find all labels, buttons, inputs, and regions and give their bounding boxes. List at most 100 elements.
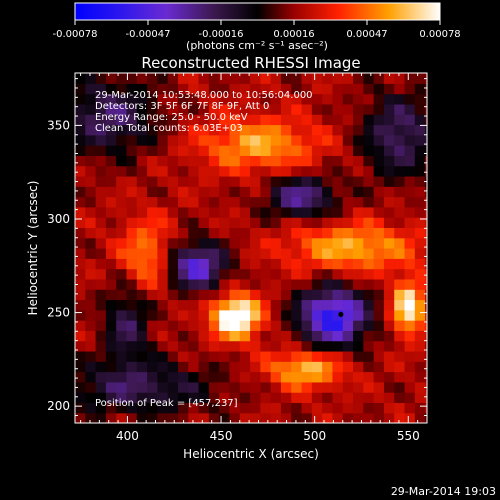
heatmap-cell — [291, 155, 303, 167]
heatmap-cell — [75, 196, 86, 208]
heatmap-cell — [147, 206, 158, 218]
heatmap-cell — [363, 134, 375, 146]
heatmap-cell — [250, 289, 261, 301]
heatmap-cell — [105, 227, 117, 239]
heatmap-cell — [363, 299, 375, 311]
heatmap-cell — [353, 83, 364, 95]
heatmap-cell — [301, 103, 313, 115]
heatmap-cell — [157, 103, 169, 115]
heatmap-cell — [353, 330, 364, 342]
heatmap-cell — [383, 73, 395, 74]
heatmap-cell — [435, 207, 446, 218]
heatmap-cell — [219, 165, 231, 177]
heatmap-cell — [383, 145, 395, 156]
heatmap-cell — [301, 83, 313, 95]
heatmap-cell — [322, 124, 334, 136]
heatmap-cell — [363, 83, 375, 95]
heatmap-cell — [188, 320, 200, 331]
heatmap-cell — [435, 413, 446, 424]
heatmap-cell — [239, 289, 251, 301]
heatmap-cell — [301, 196, 313, 208]
heatmap-cell — [353, 412, 364, 423]
heatmap-cell — [229, 268, 241, 280]
heatmap-cell — [311, 155, 323, 167]
heatmap-cell — [208, 309, 220, 321]
heatmap-cell — [311, 361, 323, 373]
heatmap-cell — [105, 217, 117, 229]
heatmap-cell — [188, 278, 200, 290]
heatmap-cell — [177, 402, 189, 414]
heatmap-cell — [147, 309, 158, 321]
heatmap-cell — [394, 371, 406, 383]
heatmap-cell — [136, 206, 148, 218]
heatmap-cell — [167, 402, 179, 414]
heatmap-cell — [105, 361, 117, 373]
y-tick-label: 200 — [47, 399, 70, 413]
heatmap-cell — [342, 114, 354, 126]
heatmap-cell — [208, 103, 220, 115]
heatmap-cell — [291, 227, 303, 239]
heatmap-cell — [116, 217, 128, 229]
heatmap-cell — [373, 103, 385, 115]
heatmap-cell — [85, 227, 97, 239]
heatmap-cell — [322, 83, 334, 95]
heatmap-cell — [311, 134, 323, 146]
heatmap-cell — [157, 350, 169, 362]
heatmap-cell — [229, 392, 241, 404]
heatmap-cell — [373, 73, 385, 84]
heatmap-cell — [157, 196, 169, 208]
heatmap-cell — [75, 103, 86, 115]
heatmap-cell — [75, 237, 86, 249]
heatmap-cell — [394, 340, 406, 352]
heatmap-cell — [239, 155, 251, 167]
heatmap-cell — [75, 392, 86, 404]
heatmap-cell — [363, 155, 375, 167]
heatmap-cell — [322, 268, 334, 280]
heatmap-cell — [280, 175, 292, 187]
heatmap-cell — [353, 103, 364, 115]
heatmap-cell — [75, 124, 86, 136]
heatmap-cell — [404, 73, 416, 84]
heatmap-cell — [311, 258, 323, 270]
heatmap-cell — [219, 103, 231, 115]
heatmap-cell — [353, 155, 364, 167]
heatmap-cell — [85, 175, 97, 187]
heatmap-cell — [291, 320, 303, 331]
x-tick-label: 550 — [397, 429, 420, 443]
heatmap-cell — [188, 83, 200, 95]
heatmap-cell — [363, 309, 375, 321]
heatmap-cell — [414, 103, 426, 115]
heatmap-cell — [75, 114, 86, 126]
heatmap-cell — [85, 206, 97, 218]
y-axis-label: Heliocentric Y (arcsec) — [26, 181, 40, 316]
heatmap-cell — [322, 309, 334, 321]
heatmap-cell — [239, 309, 251, 321]
heatmap-cell — [95, 330, 107, 342]
heatmap-cell — [322, 350, 334, 362]
heatmap-cell — [301, 340, 313, 352]
heatmap-cell — [198, 186, 210, 198]
heatmap-cell — [105, 371, 117, 383]
heatmap-cell — [198, 165, 210, 177]
heatmap-cell — [332, 350, 344, 362]
heatmap-cell — [301, 258, 313, 270]
heatmap-cell — [280, 186, 292, 198]
heatmap-cell — [126, 196, 138, 208]
heatmap-cell — [425, 93, 427, 105]
heatmap-cell — [126, 206, 138, 218]
heatmap-cell — [85, 196, 97, 208]
heatmap-cell — [188, 289, 200, 301]
heatmap-cell — [291, 114, 303, 126]
heatmap-cell — [198, 402, 210, 414]
heatmap-cell — [126, 217, 138, 229]
heatmap-cell — [322, 206, 334, 218]
heatmap-cell — [404, 134, 416, 146]
heatmap-cell — [332, 402, 344, 414]
heatmap-cell — [373, 186, 385, 198]
heatmap-cell — [425, 402, 427, 414]
heatmap-cell — [404, 196, 416, 208]
heatmap-cell — [105, 268, 117, 280]
heatmap-cell — [260, 217, 272, 229]
heatmap-cell — [311, 412, 323, 423]
heatmap-cell — [270, 248, 282, 259]
